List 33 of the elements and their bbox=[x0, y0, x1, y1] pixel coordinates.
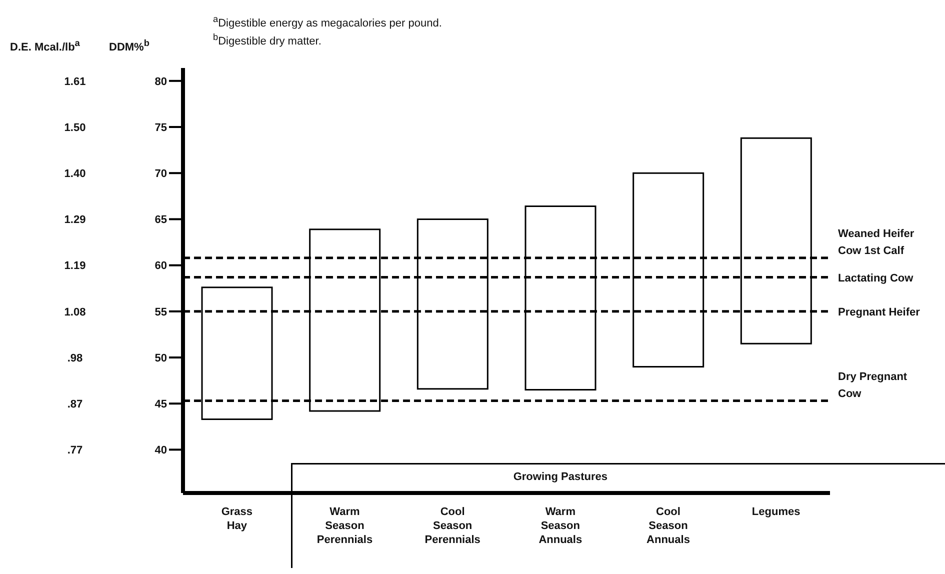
text: $^{a}$Digestible energy as megacalories per pound. bbox=[213, 14, 442, 30]
y2-axis-title: D.E. Mcal./lb$^{a}$ bbox=[10, 38, 80, 54]
y-tick-label: 40 bbox=[154, 444, 167, 457]
y-tick-label: 70 bbox=[154, 168, 167, 180]
y-axis-title: DDM%$^{b}$ bbox=[109, 38, 150, 54]
y2-tick-label: 1.40 bbox=[64, 168, 86, 180]
text: $^{b}$Digestible dry matter. bbox=[213, 32, 322, 48]
y2-tick-label: 1.29 bbox=[64, 214, 86, 226]
y-tick-label: 55 bbox=[154, 306, 167, 318]
ref-line-label: Weaned Heifer Cow 1st Calf bbox=[838, 228, 915, 257]
x-tick-label: Cool Season Perennials bbox=[424, 506, 480, 546]
y-tick-label: 60 bbox=[154, 260, 167, 272]
x-tick-label: Cool Season Annuals bbox=[646, 506, 690, 546]
y-tick-label: 50 bbox=[154, 352, 167, 364]
x-tick-label: Grass Hay bbox=[221, 506, 253, 532]
ref-line-label: Pregnant Heifer bbox=[838, 306, 921, 318]
x-tick-label: Warm Season Annuals bbox=[538, 506, 582, 546]
x-tick-label: Legumes bbox=[752, 506, 800, 518]
ref-line-label: Lactating Cow bbox=[838, 272, 914, 284]
ref-line-label: Dry Pregnant Cow bbox=[838, 370, 908, 400]
y-tick-label: 80 bbox=[154, 76, 167, 88]
y2-tick-label: .87 bbox=[67, 398, 83, 410]
y2-tick-label: 1.61 bbox=[64, 76, 86, 88]
x-tick-label: Warm Season Perennials bbox=[316, 506, 373, 546]
y2-tick-label: .98 bbox=[67, 352, 83, 364]
y2-tick-label: .77 bbox=[67, 444, 83, 457]
y-tick-label: 75 bbox=[154, 122, 167, 134]
y2-tick-label: 1.08 bbox=[64, 306, 86, 318]
y-tick-label: 65 bbox=[154, 214, 167, 226]
annotation: Growing Pastures bbox=[512, 471, 608, 483]
y-tick-label: 45 bbox=[154, 398, 167, 410]
y2-tick-label: 1.19 bbox=[64, 260, 86, 272]
y2-tick-label: 1.50 bbox=[64, 122, 86, 134]
